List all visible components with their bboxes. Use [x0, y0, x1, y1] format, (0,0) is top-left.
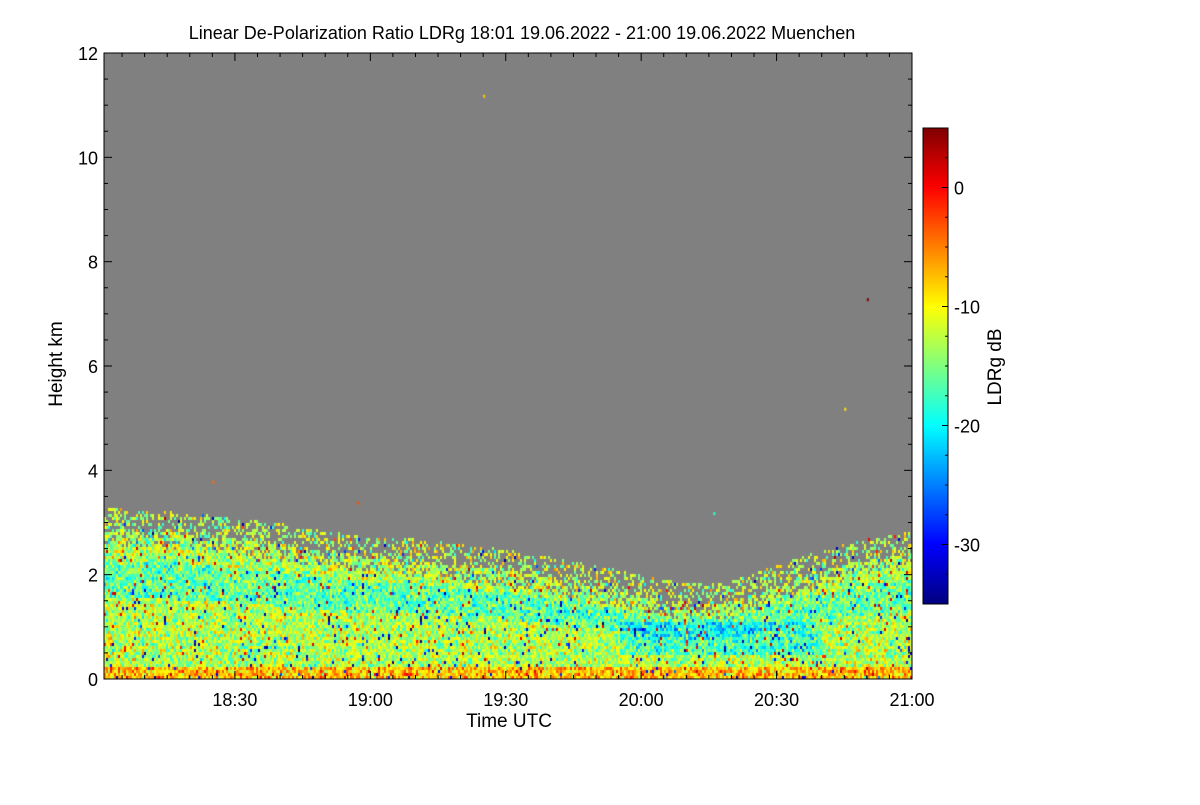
- y-axis-label: Height km: [46, 321, 67, 407]
- y-tick-label: 8: [88, 253, 98, 273]
- x-tick-label: 20:00: [619, 690, 664, 710]
- x-tick-label: 21:00: [889, 690, 934, 710]
- colorbar-tick-label: -20: [954, 417, 980, 437]
- y-tick-label: 10: [78, 148, 98, 168]
- y-tick-label: 2: [88, 566, 98, 586]
- colorbar-gradient: [922, 127, 949, 605]
- x-tick-label: 18:30: [212, 690, 257, 710]
- colorbar-tick-label: 0: [954, 179, 964, 199]
- colorbar: 0 -10 -20 -30: [922, 127, 980, 605]
- colorbar-tick-label: -10: [954, 298, 980, 318]
- colorbar-tick-label: -30: [954, 536, 980, 556]
- y-axis: 0 2 4 6 8 10 12: [78, 44, 912, 690]
- x-axis-label: Time UTC: [466, 711, 552, 732]
- y-tick-label: 0: [88, 670, 98, 690]
- colorbar-label: LDRg dB: [985, 328, 1006, 405]
- x-tick-label: 19:30: [483, 690, 528, 710]
- plot-area: [103, 52, 913, 680]
- y-tick-label: 12: [78, 44, 98, 64]
- y-tick-label: 6: [88, 357, 98, 377]
- x-tick-label: 19:00: [348, 690, 393, 710]
- y-tick-label: 4: [88, 461, 98, 481]
- chart-title: Linear De-Polarization Ratio LDRg 18:01 …: [189, 23, 855, 43]
- x-axis: 18:30 19:00 19:30 20:00 20:30 21:00: [121, 53, 935, 710]
- ldr-heatmap: [104, 53, 912, 679]
- x-tick-label: 20:30: [754, 690, 799, 710]
